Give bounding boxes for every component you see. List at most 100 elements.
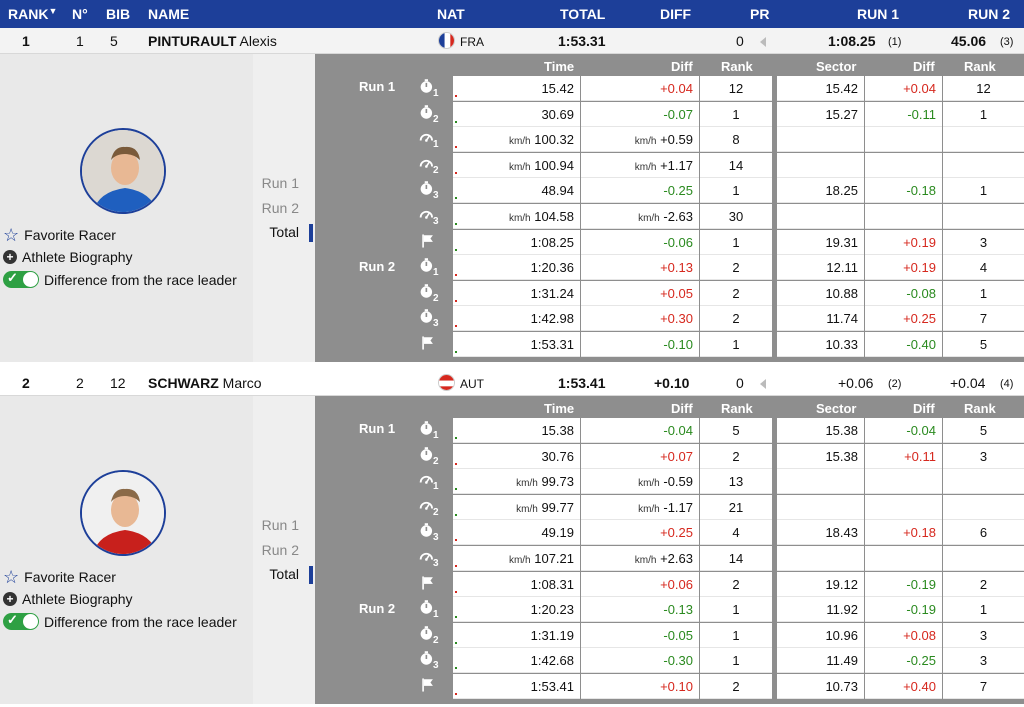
sector-time-cell: 12.11: [777, 255, 864, 281]
split-time: 100.94: [534, 157, 574, 173]
toggle-switch[interactable]: ✓: [3, 270, 39, 288]
toggle-switch[interactable]: ✓: [3, 612, 39, 630]
pr-arrow-icon[interactable]: [760, 379, 766, 389]
racer-pr: 0: [736, 33, 744, 49]
sector-time-cell: [777, 204, 864, 229]
split-time: 15.42: [541, 81, 574, 96]
pr-arrow-icon[interactable]: [760, 37, 766, 47]
split-time-cell: 1:53.31: [453, 332, 580, 357]
split-diff: -0.05: [663, 627, 693, 643]
split-time-cell: 1:20.36: [453, 255, 580, 281]
stopwatch-icon: 2: [419, 104, 441, 126]
split-time: 1:42.68: [530, 653, 574, 669]
sector-rank: 3: [979, 448, 988, 464]
sector-time: 11.92: [826, 602, 858, 618]
split-rank: 1: [732, 183, 740, 199]
racer-row[interactable]: 2 2 12 SCHWARZ Marco AUT 1:53.41 +0.10 0 +0.06 (2…: [0, 370, 1024, 396]
split-time-cell: 1:53.41: [453, 674, 580, 699]
split-rank-cell: 1: [700, 622, 772, 648]
sector-time-cell: [777, 546, 864, 571]
split-rank-cell: 1: [700, 178, 772, 204]
athlete-biography-link[interactable]: + Athlete Biography: [3, 249, 133, 265]
name-column-header: NAME: [148, 6, 190, 22]
run-selector-total[interactable]: Total: [269, 566, 299, 582]
split-rank-cell: 2: [700, 280, 772, 306]
sector-time: 18.43: [825, 525, 858, 541]
split-rank-cell: 2: [700, 571, 772, 597]
sector-diff-cell: -0.25: [865, 648, 942, 674]
sector-time-cell: 15.42: [777, 76, 864, 101]
athlete-biography-link[interactable]: + Athlete Biography: [3, 591, 133, 607]
sector-rank: 6: [979, 525, 988, 541]
split-diff-cell: +0.10: [581, 674, 699, 699]
run-selector-run1[interactable]: Run 1: [261, 175, 299, 191]
diff-indicator-mark: [455, 616, 457, 619]
split-index: 2: [433, 113, 439, 125]
run-selector-total[interactable]: Total: [269, 224, 299, 240]
diff-indicator-mark: [455, 171, 457, 174]
finish-flag-icon: [419, 232, 441, 254]
diff-indicator-mark: [455, 146, 457, 149]
speedometer-icon: 2: [419, 497, 441, 519]
racer-run2-rank: (4): [1000, 378, 1014, 390]
split-rank: 14: [728, 551, 744, 566]
sector-rank-cell: 1: [943, 597, 1024, 623]
split-time-cell: 1:31.24: [453, 280, 580, 306]
racer-row[interactable]: 1 1 5 PINTURAULT Alexis FRA 1:53.31 0 1:08.25 (1…: [0, 28, 1024, 54]
split-time: 30.76: [541, 448, 574, 464]
split-time: 99.77: [541, 499, 574, 515]
diff-indicator-mark: [455, 462, 457, 465]
split-index: 1: [433, 88, 439, 99]
sector-time-cell: 10.88: [777, 280, 864, 306]
split-time: 104.58: [534, 209, 574, 224]
sector-diff: -0.18: [906, 183, 936, 199]
favorite-racer-toggle[interactable]: ☆ Favorite Racer: [3, 226, 116, 244]
split-diff-cell: +0.30: [581, 306, 699, 332]
split-rank-cell: 1: [700, 332, 772, 357]
diff-from-leader-switch[interactable]: ✓ Difference from the race leader: [3, 612, 237, 630]
sector-diff-cell: -0.18: [865, 178, 942, 204]
split-rank-cell: 1: [700, 648, 772, 674]
split-diff: +0.10: [660, 679, 693, 694]
speedometer-icon: 1: [419, 471, 441, 493]
diff-from-leader-switch[interactable]: ✓ Difference from the race leader: [3, 270, 237, 288]
split-rank-cell: 5: [700, 418, 772, 443]
rank-column-header[interactable]: RANK▼: [8, 6, 58, 22]
run-selector-run2[interactable]: Run 2: [261, 542, 299, 558]
finish-flag-icon: [419, 334, 441, 356]
sector-time-cell: [777, 152, 864, 178]
run-selector-run2[interactable]: Run 2: [261, 200, 299, 216]
austria-flag-icon: [438, 374, 455, 391]
column-diff: Diff: [671, 59, 693, 74]
racer-name[interactable]: SCHWARZ Marco: [148, 375, 262, 391]
sector-diff: +0.40: [903, 679, 936, 694]
split-index: 2: [433, 506, 439, 518]
split-diff-cell: -0.30: [581, 648, 699, 674]
sector-diff-cell: +0.08: [865, 622, 942, 648]
split-diff: -0.25: [663, 183, 693, 199]
sector-time-cell: 11.49: [777, 648, 864, 674]
racer-name[interactable]: PINTURAULT Alexis: [148, 33, 277, 49]
athlete-biography-label: Athlete Biography: [22, 249, 133, 265]
run-selector-run1[interactable]: Run 1: [261, 517, 299, 533]
split-time-cell: km/h 100.32: [453, 127, 580, 153]
split-time-cell: 1:08.25: [453, 229, 580, 255]
column-srank: Rank: [964, 401, 996, 416]
finish-flag-icon: [419, 676, 441, 698]
split-time-cell: 30.76: [453, 443, 580, 469]
diff-indicator-mark: [455, 325, 457, 328]
run2-label: Run 2: [359, 259, 396, 274]
split-time: 99.73: [541, 474, 574, 490]
sector-rank-cell: 3: [943, 229, 1024, 255]
split-time-cell: 48.94: [453, 178, 580, 204]
sector-time: 10.96: [825, 627, 858, 643]
finish-flag-icon: [419, 574, 441, 596]
sector-time-cell: 15.27: [777, 101, 864, 127]
unit-label: km/h: [508, 555, 531, 566]
sector-time-cell: [777, 127, 864, 153]
split-rank-cell: 1: [700, 597, 772, 623]
plus-circle-icon: +: [3, 592, 17, 606]
racer-number: 2: [76, 375, 84, 391]
favorite-racer-toggle[interactable]: ☆ Favorite Racer: [3, 568, 116, 586]
sector-rank-cell: 3: [943, 648, 1024, 674]
